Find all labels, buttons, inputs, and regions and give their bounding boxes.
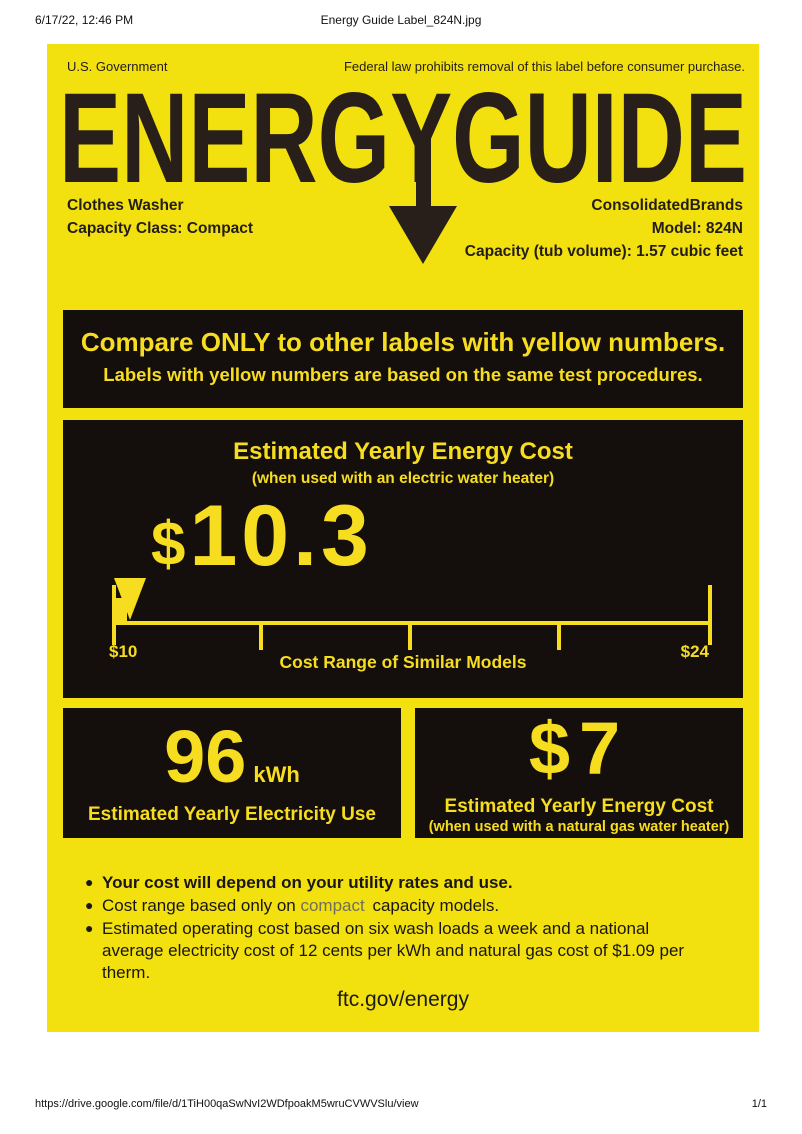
- gas-caption: Estimated Yearly Energy Cost: [444, 795, 714, 817]
- ftc-url: ftc.gov/energy: [337, 988, 469, 1011]
- bullet-dot-icon: ●: [85, 874, 94, 890]
- bullet-utility-rates-text: Your cost will depend on your utility ra…: [102, 873, 513, 892]
- energyguide-logo-text: ENERGYGUIDE: [59, 88, 747, 184]
- scale-axis-label: Cost Range of Similar Models: [279, 652, 527, 672]
- product-info-left: Clothes Washer Capacity Class: Compact: [67, 194, 253, 263]
- electricity-value-row: 96 kWh: [63, 720, 401, 794]
- currency-sign: $: [151, 510, 190, 579]
- source-url: https://drive.google.com/file/d/1TiH00qa…: [35, 1098, 419, 1110]
- capacity-class: Capacity Class: Compact: [67, 220, 254, 237]
- cost-range-scale: [112, 578, 712, 650]
- product-info-row: Clothes Washer Capacity Class: Compact C…: [67, 194, 743, 263]
- gas-subcaption: (when used with a natural gas water heat…: [428, 818, 730, 835]
- disclosure-bullets: ● Your cost will depend on your utility r…: [85, 872, 707, 985]
- bullet-dot-icon: ●: [85, 920, 94, 936]
- print-timestamp: 6/17/22, 12:46 PM: [35, 13, 134, 27]
- electricity-use-box: 96 kWh Estimated Yearly Electricity Use: [63, 708, 401, 838]
- product-type: Clothes Washer: [67, 197, 184, 214]
- cost-marker-icon: [114, 578, 146, 620]
- cost-box-title: Estimated Yearly Energy Cost: [233, 438, 573, 465]
- compare-banner-subline: Labels with yellow numbers are based on …: [103, 364, 703, 385]
- capacity-class-word: compact: [300, 896, 365, 915]
- electricity-value: 96: [164, 715, 247, 798]
- compare-banner-headline: Compare ONLY to other labels with yellow…: [80, 327, 726, 357]
- energyguide-logo: ENERGYGUIDE: [59, 88, 747, 184]
- federal-law-notice: Federal law prohibits removal of this la…: [343, 59, 745, 74]
- gas-cost-box: $7 Estimated Yearly Energy Cost (when us…: [415, 708, 743, 838]
- cost-box-subtitle: (when used with an electric water heater…: [251, 470, 555, 487]
- yearly-cost-value: $10.3: [151, 486, 373, 587]
- bullet-operating-cost-text: Estimated operating cost based on six wa…: [102, 919, 685, 982]
- model-number: Model: 824N: [651, 220, 743, 237]
- bullet-cost-range-suffix: capacity models.: [367, 896, 500, 915]
- print-filename: Energy Guide Label_824N.jpg: [320, 13, 482, 27]
- metric-boxes-row: 96 kWh Estimated Yearly Electricity Use …: [63, 708, 743, 838]
- electricity-unit: kWh: [253, 762, 300, 787]
- down-arrow-icon: [389, 136, 457, 264]
- bullet-utility-rates: ● Your cost will depend on your utility r…: [85, 872, 707, 894]
- scale-max-label: $24: [680, 642, 709, 661]
- label-top-row: U.S. Government Federal law prohibits re…: [67, 59, 745, 74]
- product-info-right: ConsolidatedBrands Model: 824N Capacity …: [465, 194, 743, 263]
- us-government-text: U.S. Government: [67, 59, 168, 74]
- gas-cost-value: $7: [528, 706, 630, 790]
- yearly-cost-box: Estimated Yearly Energy Cost (when used …: [63, 420, 743, 698]
- compare-banner: Compare ONLY to other labels with yellow…: [63, 310, 743, 408]
- gas-value-row: $7: [415, 706, 743, 790]
- cost-amount: 10.3: [189, 488, 373, 584]
- bullet-cost-range: ● Cost range based only on compact capaci…: [85, 895, 707, 917]
- marker-base-square: [113, 598, 127, 621]
- scale-min-label: $10: [109, 642, 138, 661]
- energy-guide-label: U.S. Government Federal law prohibits re…: [47, 44, 759, 1032]
- bullet-cost-range-prefix: Cost range based only on: [102, 896, 301, 915]
- brand-name: ConsolidatedBrands: [591, 197, 743, 214]
- electricity-caption: Estimated Yearly Electricity Use: [88, 804, 376, 825]
- page-indicator: 1/1: [751, 1098, 767, 1110]
- bullet-dot-icon: ●: [85, 897, 94, 913]
- bullet-operating-cost: ● Estimated operating cost based on six w…: [85, 918, 707, 984]
- tub-capacity: Capacity (tub volume): 1.57 cubic feet: [464, 243, 743, 260]
